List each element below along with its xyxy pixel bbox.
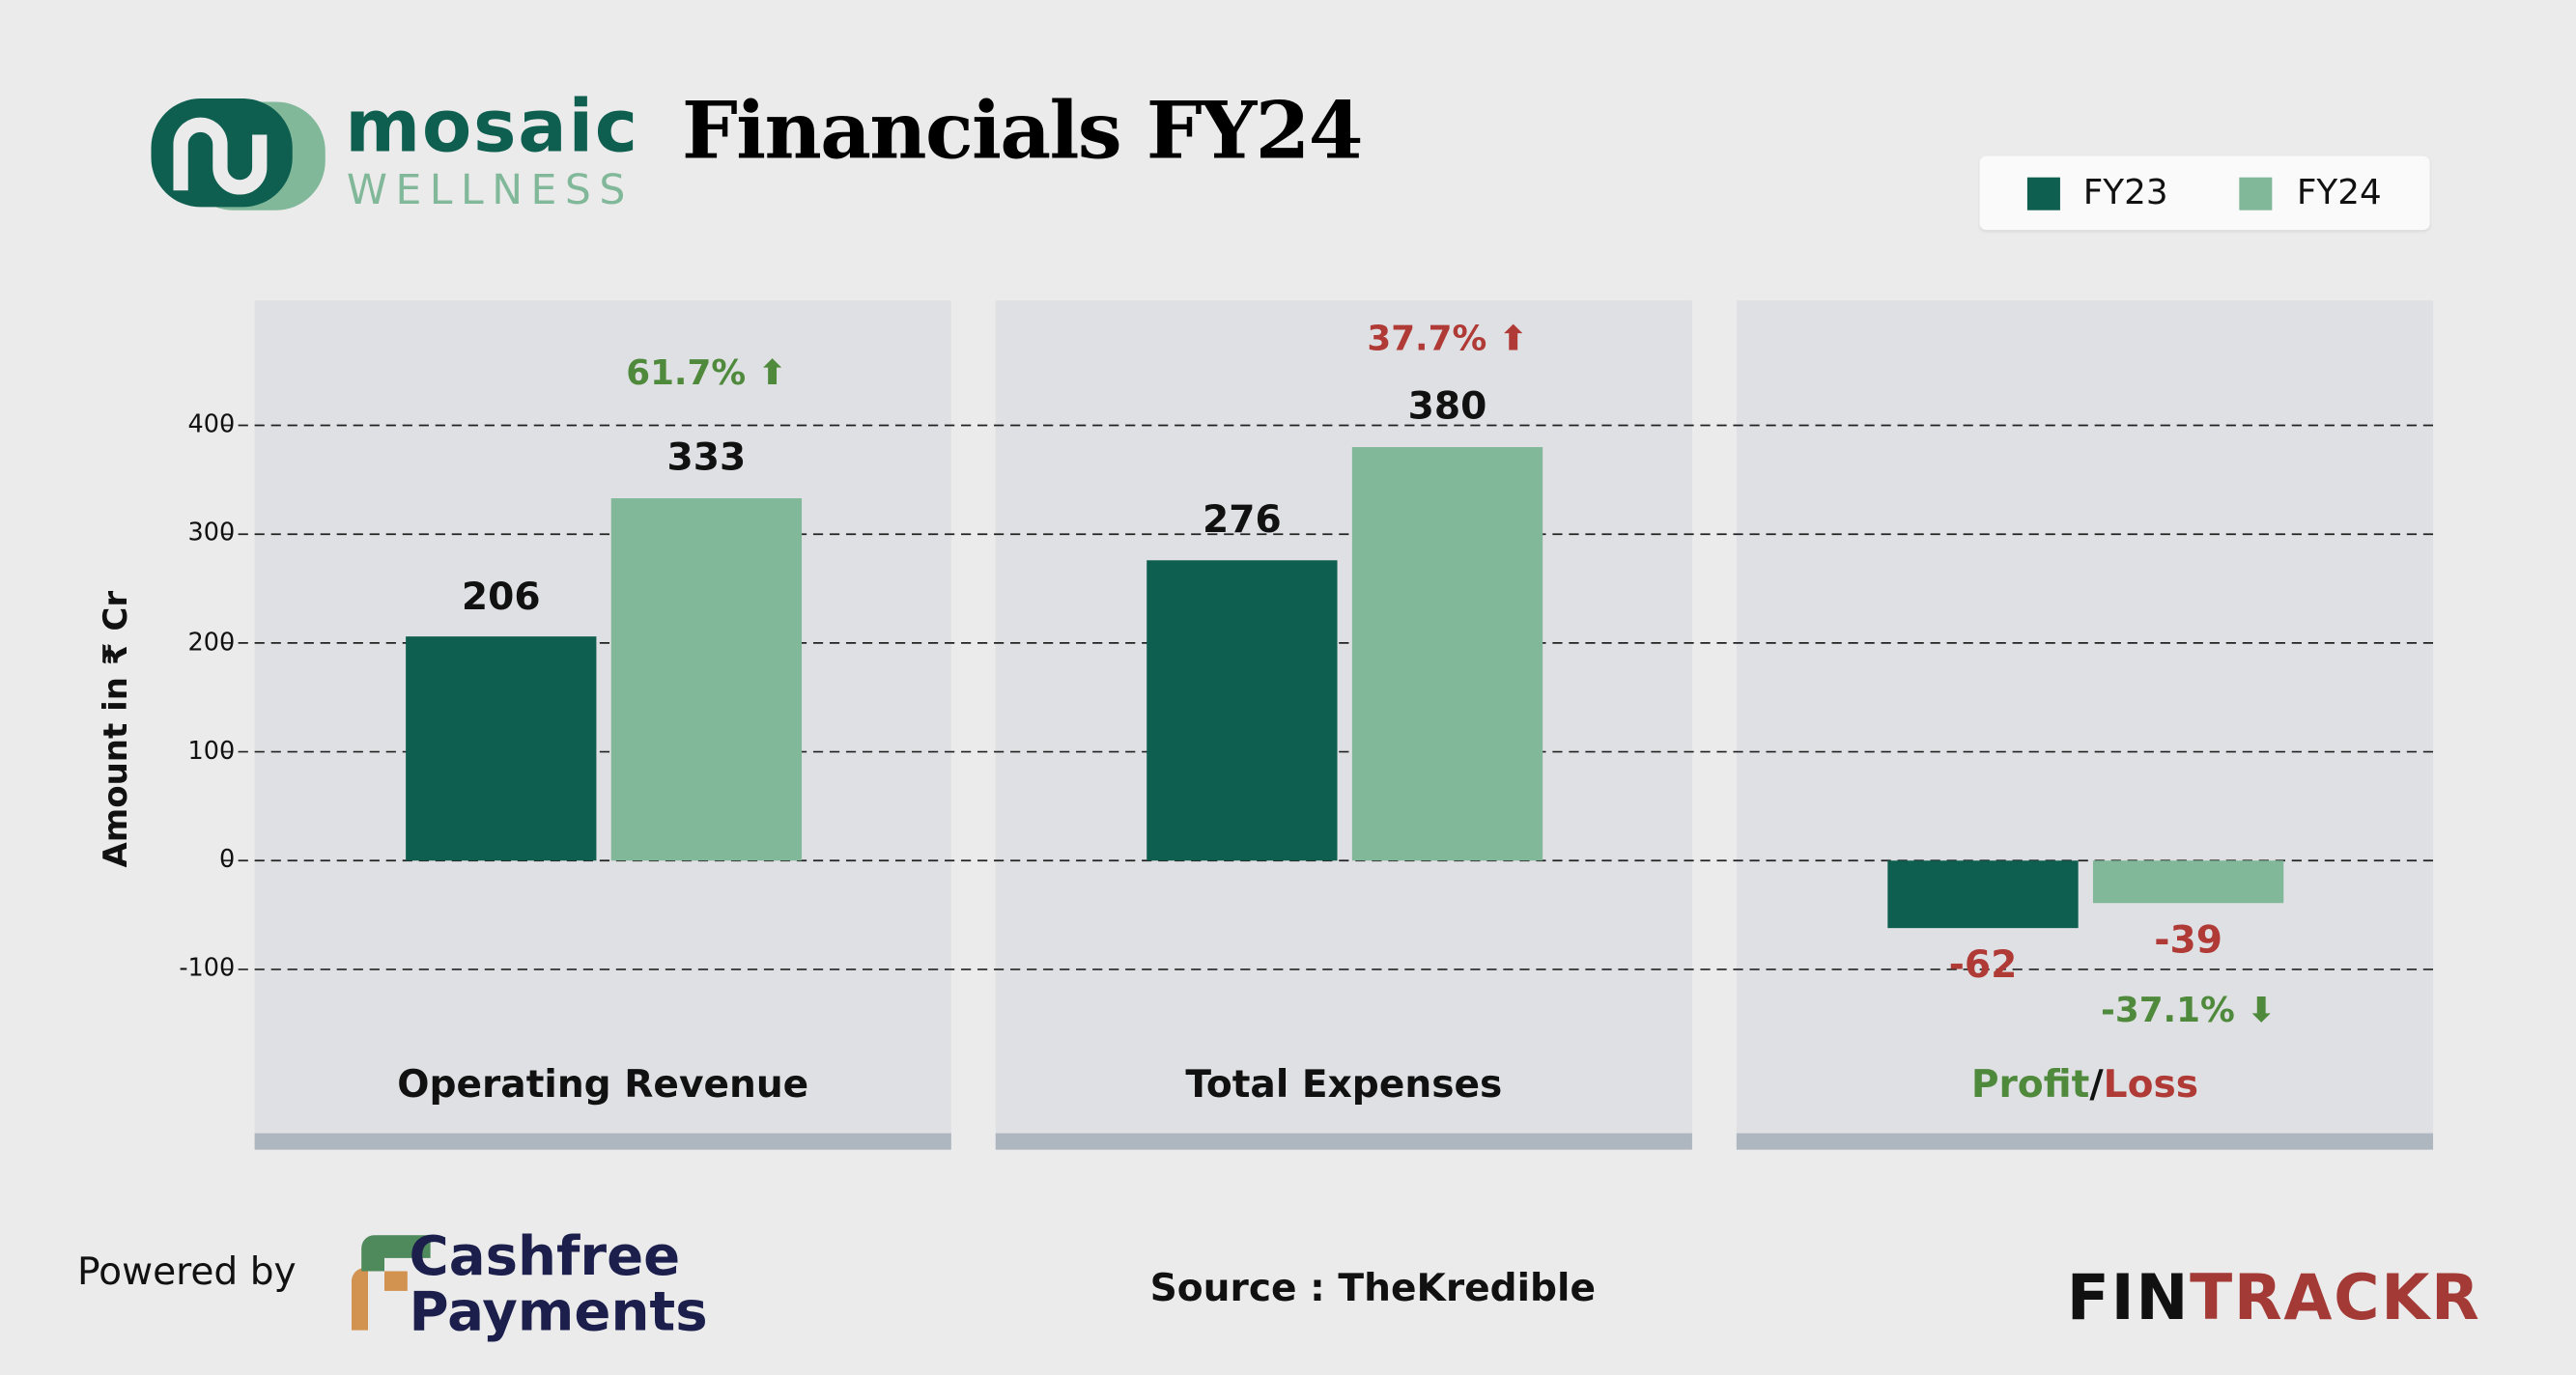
y-tick-label: 0 — [218, 844, 236, 874]
arrow-up-icon: ⬆ — [746, 353, 787, 394]
change-value: -37.1% — [2101, 990, 2235, 1030]
category-label-profit-loss: Profit/Loss — [1737, 1064, 2433, 1107]
y-tick-label: 100 — [187, 735, 236, 766]
profit-label: Profit — [1970, 1064, 2090, 1108]
sponsor-line1: Cashfree — [409, 1223, 681, 1288]
brand-b: TRACKR — [2190, 1261, 2481, 1334]
panel-operating-revenue — [254, 300, 951, 1150]
y-tick-label: 200 — [187, 626, 236, 657]
sponsor-logo-text: Cashfree Payments — [409, 1223, 708, 1344]
separator: / — [2089, 1064, 2104, 1108]
mosaic-logo-icon — [148, 96, 328, 213]
bar-fy23 — [406, 636, 597, 861]
value-label: 380 — [1407, 386, 1487, 430]
arrow-up-icon: ⬆ — [1486, 319, 1528, 359]
bar-fy23 — [1887, 860, 2079, 929]
source-label: Source : TheKredible — [1149, 1268, 1596, 1311]
loss-label: Loss — [2103, 1064, 2199, 1108]
value-label: 276 — [1203, 499, 1282, 543]
legend-swatch-fy23 — [2026, 177, 2060, 210]
change-value: 61.7% — [626, 353, 747, 394]
y-tick-label: 400 — [187, 408, 236, 439]
change-label: 37.7% ⬆ — [1283, 319, 1611, 358]
category-label: Total Expenses — [1185, 1064, 1503, 1108]
change-label: 61.7% ⬆ — [542, 353, 870, 393]
value-label: 206 — [461, 575, 541, 619]
value-label: 333 — [666, 437, 747, 481]
panel-profit-loss — [1736, 300, 2434, 1150]
logo-subtext: WELLNESS — [346, 165, 634, 214]
bar-fy24 — [1351, 447, 1543, 861]
category-label: Operating Revenue — [397, 1064, 809, 1108]
value-label: -62 — [1948, 944, 2018, 988]
change-value: 37.7% — [1367, 319, 1487, 359]
brand-a: FIN — [2066, 1261, 2191, 1334]
fintrackr-logo: FINTRACKR — [2067, 1261, 2481, 1333]
change-label: -37.1% ⬇ — [2024, 991, 2353, 1030]
bar-fy24 — [2092, 860, 2284, 904]
legend: FY23 FY24 — [1979, 155, 2430, 231]
legend-label-fy23: FY23 — [2082, 172, 2168, 212]
sponsor-line2: Payments — [409, 1279, 708, 1344]
bar-fy23 — [1146, 560, 1338, 861]
powered-by-label: Powered by — [76, 1251, 297, 1295]
y-tick-label: 300 — [187, 518, 236, 547]
y-axis-label: Amount in ₹ Cr — [95, 590, 135, 868]
legend-label-fy24: FY24 — [2296, 172, 2382, 212]
logo-text: mosaic — [345, 85, 639, 170]
page-title: Financials FY24 — [681, 85, 1364, 178]
legend-swatch-fy24 — [2239, 177, 2273, 210]
cashfree-logo-icon — [338, 1235, 434, 1331]
bar-fy24 — [610, 498, 803, 861]
panel-total-expenses — [995, 300, 1692, 1150]
y-tick-label: -100 — [179, 952, 236, 983]
arrow-down-icon: ⬇ — [2234, 990, 2277, 1030]
value-label: -39 — [2154, 919, 2222, 963]
